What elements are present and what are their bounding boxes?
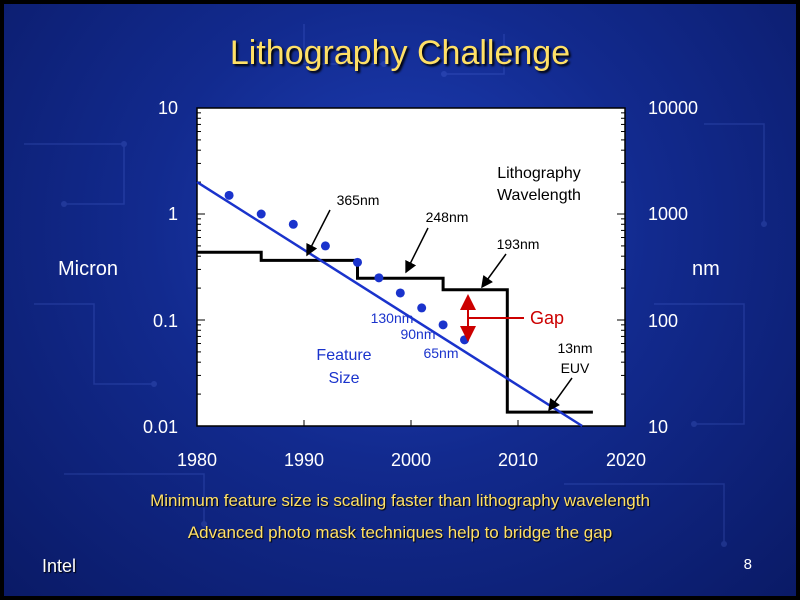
y-right-axis-label: nm (692, 258, 720, 280)
annotation-65nm: 65nm (423, 345, 458, 361)
x-tick: 2020 (605, 450, 647, 470)
annotation-130nm: 130nm (371, 310, 414, 326)
y-right-tick: 10 (648, 417, 669, 437)
feature-size-point (256, 209, 266, 219)
annotation-wavelength-title: Lithography (497, 165, 581, 182)
plot-area (196, 107, 626, 427)
feature-size-point (288, 219, 298, 229)
y-left-tick: 0.1 (152, 311, 178, 331)
annotation-euv: EUV (561, 360, 590, 376)
annotation-gap: Gap (530, 308, 564, 328)
feature-size-point (320, 241, 330, 251)
feature-size-trend-line (196, 181, 583, 428)
y-right-tick: 1000 (648, 204, 689, 224)
y-left-axis-label: Micron (58, 258, 119, 280)
annotation-feature-size: Feature (316, 347, 371, 364)
wavelength-step-line (197, 250, 593, 414)
slide-title: Lithography Challenge (229, 34, 571, 72)
intel-brand: Intel (42, 556, 77, 576)
annotation-365nm: 365nm (337, 192, 380, 208)
x-tick: 2000 (390, 450, 432, 470)
annotation-248nm: 248nm (426, 209, 469, 225)
annotation-90nm: 90nm (400, 326, 435, 342)
feature-size-point (438, 320, 448, 330)
feature-size-point (417, 303, 427, 313)
y-right-tick: 100 (648, 311, 679, 331)
circuit-background (24, 24, 767, 547)
feature-size-point (374, 273, 384, 283)
footer-line-1: Minimum feature size is scaling faster t… (150, 491, 650, 510)
annotation-arrow (481, 253, 507, 289)
feature-size-point (224, 190, 234, 200)
annotation-arrow (548, 377, 573, 412)
footer-line-2: Advanced photo mask techniques help to b… (187, 523, 613, 542)
x-tick: 1990 (283, 450, 325, 470)
y-right-tick: 10000 (648, 98, 699, 118)
y-left-tick: 10 (157, 98, 178, 118)
y-left-tick: 0.01 (142, 417, 178, 437)
annotation-arrow (306, 209, 331, 257)
annotation-wavelength-title: Wavelength (497, 187, 581, 204)
annotation-arrow (405, 227, 429, 274)
x-tick: 2010 (497, 450, 539, 470)
annotation-193nm: 193nm (497, 236, 540, 252)
page-number: 8 (743, 556, 752, 573)
annotation-feature-size: Size (328, 370, 359, 387)
feature-size-point (353, 257, 362, 267)
y-left-tick: 1 (167, 204, 178, 224)
x-tick: 1980 (176, 450, 218, 470)
annotation-euv: 13nm (557, 340, 592, 356)
axis-minor-ticks (196, 107, 626, 427)
feature-size-point (395, 288, 405, 298)
